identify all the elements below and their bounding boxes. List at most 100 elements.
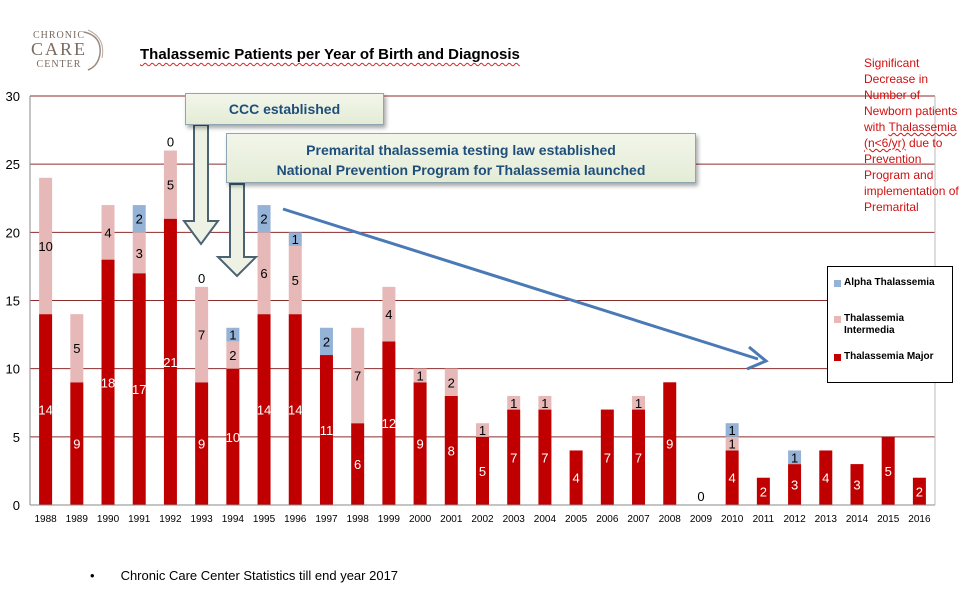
- x-tick-label: 2003: [503, 514, 526, 525]
- bar-segment: [39, 314, 53, 505]
- x-tick-label: 2000: [409, 514, 432, 525]
- bar-data-label: 2: [323, 334, 330, 349]
- bar-segment: [101, 205, 115, 260]
- bar-data-label: 6: [260, 266, 267, 281]
- bar-segment: [351, 423, 365, 505]
- premarital-law-callout: Premarital thalassemia testing law estab…: [226, 133, 696, 183]
- chart-bars: [39, 150, 926, 505]
- bar-segment: [756, 477, 770, 505]
- bar-data-label: 17: [132, 382, 146, 397]
- bar-data-label: 7: [354, 368, 361, 383]
- bar-data-label: 4: [104, 225, 111, 240]
- side-note-text-2: due to Prevention Program and implementa…: [864, 136, 959, 214]
- bar-segment: [70, 382, 84, 505]
- logo-line-3: CENTER: [36, 59, 82, 70]
- bar-segment: [226, 341, 240, 369]
- bar-segment: [788, 450, 802, 465]
- bar-segment: [725, 450, 739, 505]
- bar-segment: [132, 232, 146, 274]
- bar-segment: [288, 232, 302, 246]
- bar-data-label: 10: [38, 239, 52, 254]
- bar-data-label: 6: [354, 457, 361, 472]
- bar-data-label: 4: [822, 471, 829, 486]
- bar-data-label: 4: [729, 471, 736, 486]
- bar-segment: [351, 327, 365, 424]
- legend-label-major: Thalassemia Major: [844, 351, 934, 362]
- bar-data-label: 1: [229, 328, 236, 343]
- bar-data-label: 7: [541, 450, 548, 465]
- x-tick-label: 2001: [440, 514, 463, 525]
- bar-segment: [725, 423, 739, 437]
- bar-segment: [132, 205, 146, 233]
- bar-segment: [850, 464, 864, 505]
- x-tick-label: 1991: [128, 514, 151, 525]
- bar-data-label: 2: [448, 375, 455, 390]
- bar-data-label: 11: [320, 423, 334, 438]
- logo-line-1: CHRONIC: [32, 30, 85, 41]
- legend-swatch-alpha: [834, 280, 841, 287]
- ccc-down-arrow: [182, 124, 220, 246]
- bar-segment: [382, 341, 396, 505]
- bar-data-label: 2: [916, 484, 923, 499]
- bar-data-label: 7: [604, 450, 611, 465]
- x-tick-label: 2016: [908, 514, 931, 525]
- bar-segment: [413, 382, 427, 505]
- bar-segment: [600, 409, 614, 505]
- legend-label-intermedia: Thalassemia Intermedia: [844, 313, 905, 336]
- legend-label-alpha: Alpha Thalassemia: [844, 277, 935, 288]
- bar-data-label: 5: [885, 464, 892, 479]
- bar-data-label: 0: [198, 271, 205, 286]
- bar-segment: [132, 273, 146, 505]
- bar-data-label: 1: [729, 437, 736, 452]
- bar-data-label: 2: [260, 212, 267, 227]
- bar-data-label: 2: [229, 348, 236, 363]
- bar-data-label: 1: [635, 396, 642, 411]
- bar-segment: [881, 436, 895, 505]
- logo-arc-icon: [83, 29, 104, 71]
- bar-data-label: 5: [73, 341, 80, 356]
- chronic-care-center-logo: CHRONIC CARE CENTER: [20, 26, 110, 76]
- x-tick-label: 1993: [191, 514, 214, 525]
- bar-segment: [39, 177, 53, 315]
- bar-segment: [101, 259, 115, 505]
- bar-segment: [70, 314, 84, 383]
- bar-segment: [476, 436, 489, 505]
- x-tick-label: 1995: [253, 514, 276, 525]
- footnote-bullet: •: [90, 568, 95, 583]
- bar-segment: [444, 368, 458, 396]
- x-tick-label: 2005: [565, 514, 588, 525]
- annotation-arrows: [182, 124, 769, 371]
- ccc-established-callout: CCC established: [185, 93, 384, 125]
- x-tick-label: 2004: [534, 514, 557, 525]
- side-note-underlined: Thalassemia (n<6/yr): [864, 120, 957, 150]
- bar-segment: [444, 395, 458, 505]
- bar-data-label: 9: [666, 437, 673, 452]
- x-tick-label: 1994: [222, 514, 245, 525]
- y-tick-label: 0: [13, 498, 20, 513]
- bar-segment: [663, 382, 677, 505]
- side-note: Significant Decrease in Number of Newbor…: [864, 55, 963, 235]
- bar-data-label: 3: [791, 478, 798, 493]
- bar-data-label: 9: [416, 437, 423, 452]
- bar-data-label: 5: [167, 178, 174, 193]
- x-tick-label: 2007: [627, 514, 650, 525]
- bar-segment: [195, 382, 209, 505]
- x-tick-label: 2010: [721, 514, 744, 525]
- x-tick-label: 1997: [315, 514, 338, 525]
- bar-data-label: 3: [136, 246, 143, 261]
- bar-segment: [725, 436, 739, 451]
- bar-data-label: 1: [510, 396, 517, 411]
- y-tick-label: 25: [6, 157, 20, 172]
- logo-line-2: CARE: [30, 39, 87, 59]
- y-tick-label: 20: [6, 225, 20, 240]
- bar-segment: [257, 232, 271, 315]
- bar-segment: [632, 395, 646, 410]
- bar-segment: [476, 423, 489, 437]
- bar-segment: [819, 450, 833, 505]
- bar-data-label: 5: [292, 273, 299, 288]
- bar-data-label: 9: [198, 437, 205, 452]
- bar-segment: [257, 314, 271, 505]
- bar-data-label: 8: [448, 443, 455, 458]
- x-tick-label: 2006: [596, 514, 619, 525]
- x-tick-label: 1989: [66, 514, 89, 525]
